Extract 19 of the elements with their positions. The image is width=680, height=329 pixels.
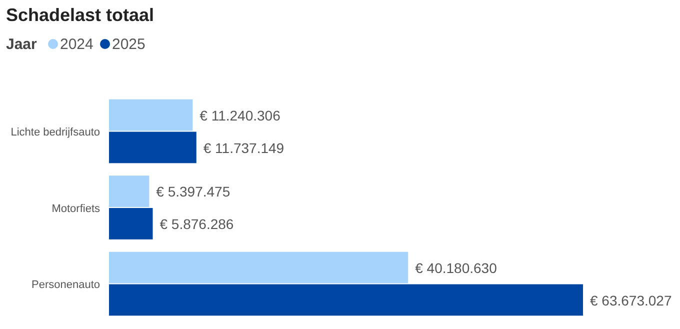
bar bbox=[109, 176, 150, 207]
data-label: € 5.397.475 bbox=[156, 184, 230, 200]
data-label: € 11.240.306 bbox=[200, 107, 281, 124]
bar bbox=[109, 252, 408, 284]
legend-label: 2024 bbox=[60, 36, 94, 53]
bar bbox=[109, 284, 583, 316]
data-label: € 63.673.027 bbox=[590, 292, 672, 308]
y-tick-label: Motorfiets bbox=[52, 202, 100, 215]
bar bbox=[109, 132, 196, 164]
legend-label: 2025 bbox=[112, 36, 146, 53]
bar bbox=[109, 99, 193, 131]
legend-title: Jaar bbox=[6, 36, 38, 53]
data-label: € 5.876.286 bbox=[160, 216, 234, 232]
data-label: € 40.180.630 bbox=[415, 260, 498, 276]
bar bbox=[109, 208, 153, 240]
y-tick-label: Lichte bedrijfsauto bbox=[10, 126, 100, 139]
data-label: € 11.737.149 bbox=[203, 140, 284, 156]
y-tick-label: Personenauto bbox=[32, 279, 100, 292]
chart-title: Schadelast totaal bbox=[6, 5, 154, 25]
